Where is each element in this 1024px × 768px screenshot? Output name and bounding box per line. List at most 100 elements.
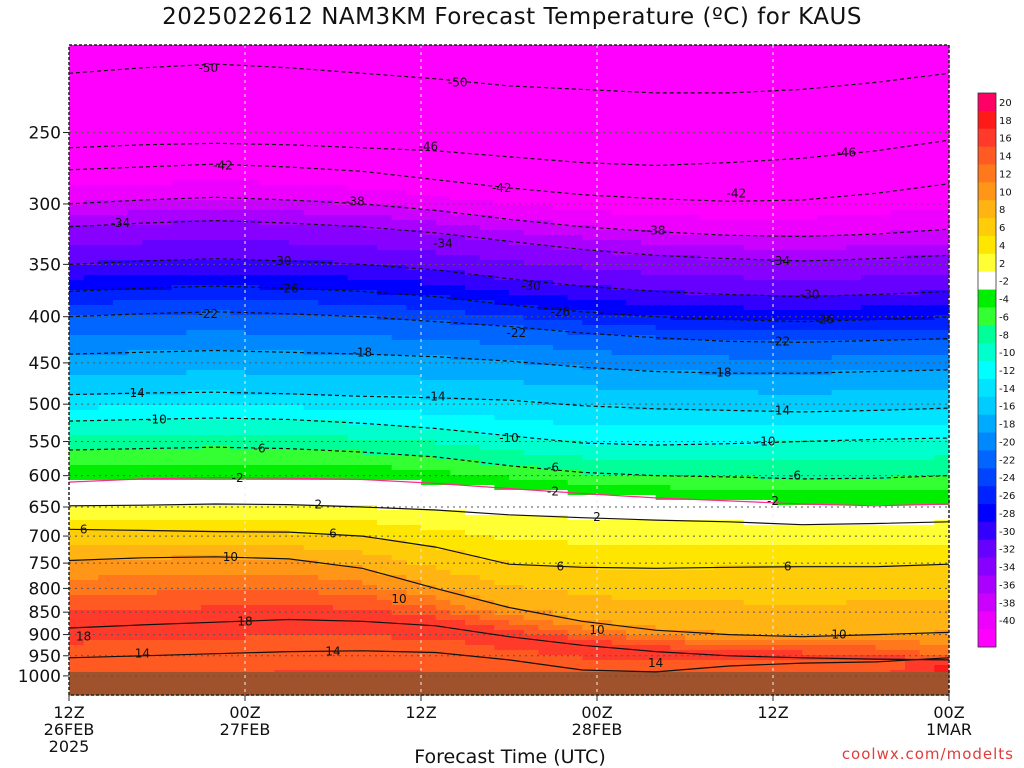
temperature-cell: [611, 65, 627, 71]
temperature-cell: [186, 100, 202, 106]
temperature-cell: [259, 415, 275, 421]
temperature-cell: [406, 620, 422, 626]
temperature-cell: [567, 50, 583, 56]
temperature-cell: [421, 110, 437, 116]
temperature-cell: [435, 635, 451, 641]
temperature-cell: [230, 615, 246, 621]
temperature-cell: [333, 510, 349, 516]
temperature-cell: [582, 615, 598, 621]
temperature-cell: [230, 655, 246, 661]
temperature-cell: [171, 400, 187, 406]
temperature-cell: [289, 220, 305, 226]
temperature-cell: [435, 285, 451, 291]
temperature-cell: [157, 315, 173, 321]
temperature-cell: [127, 180, 143, 186]
temperature-cell: [538, 180, 554, 186]
temperature-cell: [186, 635, 202, 641]
temperature-cell: [597, 60, 613, 66]
temperature-cell: [186, 490, 202, 496]
temperature-cell: [450, 370, 466, 376]
temperature-cell: [127, 290, 143, 296]
temperature-cell: [435, 290, 451, 296]
temperature-cell: [318, 145, 334, 151]
temperature-cell: [113, 105, 129, 111]
temperature-cell: [567, 315, 583, 321]
temperature-cell: [186, 405, 202, 411]
temperature-cell: [406, 95, 422, 101]
temperature-cell: [450, 535, 466, 541]
temperature-cell: [157, 140, 173, 146]
temperature-cell: [406, 75, 422, 81]
temperature-cell: [333, 425, 349, 431]
temperature-cell: [567, 60, 583, 66]
temperature-cell: [435, 350, 451, 356]
temperature-cell: [611, 230, 627, 236]
temperature-cell: [597, 280, 613, 286]
temperature-cell: [538, 635, 554, 641]
temperature-cell: [435, 375, 451, 381]
temperature-cell: [538, 155, 554, 161]
temperature-cell: [274, 445, 290, 451]
temperature-cell: [421, 620, 437, 626]
temperature-cell: [553, 350, 569, 356]
temperature-cell: [347, 345, 363, 351]
temperature-cell: [421, 445, 437, 451]
temperature-cell: [98, 645, 114, 651]
temperature-cell: [142, 445, 158, 451]
temperature-cell: [259, 355, 275, 361]
temperature-cell: [259, 645, 275, 651]
temperature-cell: [69, 605, 85, 611]
temperature-cell: [245, 265, 261, 271]
temperature-cell: [406, 50, 422, 56]
temperature-cell: [450, 225, 466, 231]
temperature-cell: [230, 600, 246, 606]
temperature-cell: [171, 410, 187, 416]
temperature-cell: [597, 600, 613, 606]
temperature-cell: [377, 275, 393, 281]
temperature-cell: [127, 305, 143, 311]
temperature-cell: [259, 635, 275, 641]
temperature-cell: [479, 305, 495, 311]
temperature-cell: [450, 665, 466, 671]
temperature-cell: [406, 215, 422, 221]
temperature-cell: [142, 515, 158, 521]
temperature-cell: [142, 505, 158, 511]
temperature-cell: [611, 580, 627, 586]
temperature-cell: [421, 360, 437, 366]
temperature-cell: [215, 285, 231, 291]
temperature-cell: [450, 135, 466, 141]
temperature-cell: [215, 585, 231, 591]
temperature-cell: [333, 120, 349, 126]
temperature-cell: [186, 85, 202, 91]
temperature-cell: [142, 660, 158, 666]
temperature-cell: [538, 245, 554, 251]
temperature-cell: [215, 645, 231, 651]
temperature-cell: [69, 410, 85, 416]
temperature-cell: [362, 545, 378, 551]
temperature-cell: [289, 385, 305, 391]
temperature-cell: [171, 380, 187, 386]
temperature-cell: [259, 250, 275, 256]
temperature-cell: [303, 210, 319, 216]
temperature-cell: [509, 165, 525, 171]
temperature-cell: [523, 170, 539, 176]
temperature-cell: [391, 335, 407, 341]
temperature-cell: [83, 615, 99, 621]
temperature-cell: [113, 480, 129, 486]
temperature-cell: [582, 550, 598, 556]
temperature-cell: [113, 660, 129, 666]
temperature-cell: [421, 615, 437, 621]
temperature-cell: [142, 610, 158, 616]
temperature-cell: [113, 490, 129, 496]
temperature-cell: [611, 590, 627, 596]
temperature-cell: [582, 460, 598, 466]
temperature-cell: [406, 280, 422, 286]
temperature-cell: [245, 75, 261, 81]
temperature-cell: [171, 660, 187, 666]
temperature-cell: [597, 300, 613, 306]
temperature-cell: [245, 295, 261, 301]
temperature-cell: [509, 355, 525, 361]
temperature-cell: [377, 65, 393, 71]
temperature-cell: [582, 65, 598, 71]
temperature-cell: [567, 175, 583, 181]
